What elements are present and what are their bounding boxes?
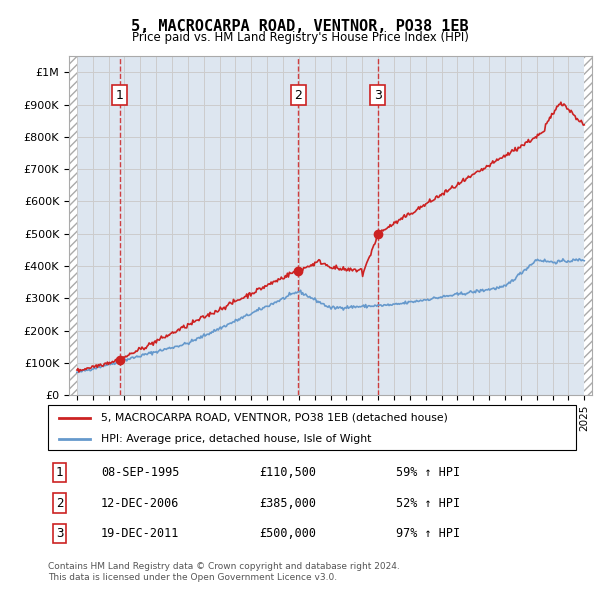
Bar: [584, 56, 592, 395]
Text: £110,500: £110,500: [259, 466, 316, 479]
Text: 5, MACROCARPA ROAD, VENTNOR, PO38 1EB (detached house): 5, MACROCARPA ROAD, VENTNOR, PO38 1EB (d…: [101, 413, 448, 422]
Text: 59% ↑ HPI: 59% ↑ HPI: [397, 466, 461, 479]
Text: £385,000: £385,000: [259, 497, 316, 510]
Text: 1: 1: [116, 88, 124, 101]
FancyBboxPatch shape: [48, 405, 576, 450]
Text: £500,000: £500,000: [259, 527, 316, 540]
Text: 52% ↑ HPI: 52% ↑ HPI: [397, 497, 461, 510]
Text: 3: 3: [56, 527, 64, 540]
Text: 08-SEP-1995: 08-SEP-1995: [101, 466, 179, 479]
Text: 1: 1: [56, 466, 64, 479]
Text: 2: 2: [56, 497, 64, 510]
Bar: [69, 56, 77, 395]
Text: 3: 3: [374, 88, 382, 101]
Text: Contains HM Land Registry data © Crown copyright and database right 2024.: Contains HM Land Registry data © Crown c…: [48, 562, 400, 571]
Text: 19-DEC-2011: 19-DEC-2011: [101, 527, 179, 540]
Text: HPI: Average price, detached house, Isle of Wight: HPI: Average price, detached house, Isle…: [101, 434, 371, 444]
Text: This data is licensed under the Open Government Licence v3.0.: This data is licensed under the Open Gov…: [48, 573, 337, 582]
Text: 2: 2: [294, 88, 302, 101]
Text: 5, MACROCARPA ROAD, VENTNOR, PO38 1EB: 5, MACROCARPA ROAD, VENTNOR, PO38 1EB: [131, 19, 469, 34]
Text: 97% ↑ HPI: 97% ↑ HPI: [397, 527, 461, 540]
Text: Price paid vs. HM Land Registry's House Price Index (HPI): Price paid vs. HM Land Registry's House …: [131, 31, 469, 44]
Text: 12-DEC-2006: 12-DEC-2006: [101, 497, 179, 510]
